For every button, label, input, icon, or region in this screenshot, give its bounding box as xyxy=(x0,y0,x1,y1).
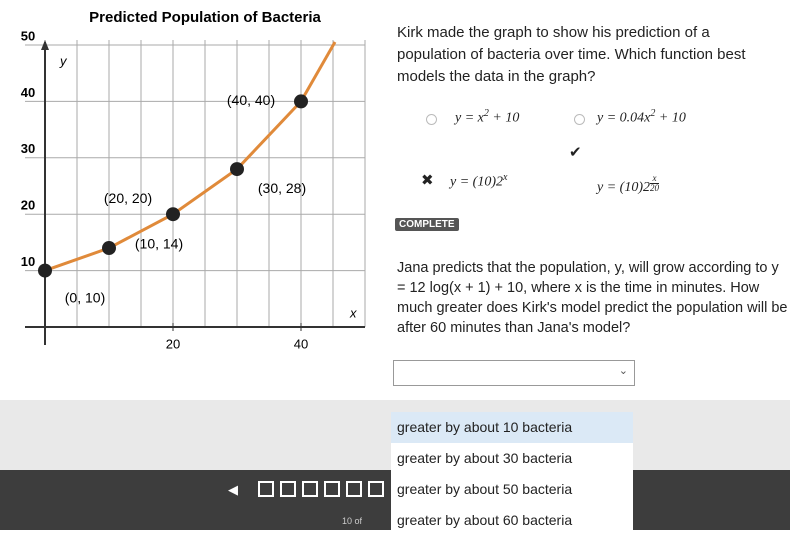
data-point xyxy=(102,241,116,256)
fraction-num: x xyxy=(650,174,659,184)
dropdown-list: greater by about 10 bacteria greater by a… xyxy=(391,412,633,530)
wrong-icon: ✖ xyxy=(421,172,434,189)
option-rest: + 10 xyxy=(488,110,520,126)
data-point xyxy=(38,263,52,278)
correct-icon: ✔ xyxy=(569,144,582,161)
option-text[interactable]: y = 0.04x2 + 10 xyxy=(597,108,686,127)
option-fraction: x 20 xyxy=(650,174,659,193)
dropdown[interactable]: ⌄ xyxy=(393,360,635,386)
point-label: (40, 40) xyxy=(227,92,275,108)
question-text: Jana predicts that the population, y, wi… xyxy=(397,260,788,336)
option-base: y = (10)2 xyxy=(450,174,503,190)
point-label: (0, 10) xyxy=(65,289,105,305)
graph-title: Predicted Population of Bacteria xyxy=(89,9,321,26)
radio[interactable] xyxy=(574,114,585,125)
y-tick-label: 50 xyxy=(21,28,35,43)
y-tick-label: 20 xyxy=(21,198,35,213)
x-axis-label: x xyxy=(349,305,357,320)
chevron: ⌄ xyxy=(618,365,628,377)
option-text[interactable]: y = (10)2 x 20 xyxy=(597,174,659,196)
option-text[interactable]: y = (10)2x xyxy=(450,172,507,191)
point-label: (30, 28) xyxy=(258,180,306,196)
data-point xyxy=(294,94,308,109)
nav-box[interactable] xyxy=(302,481,318,497)
option-base: y = (10)2 xyxy=(597,180,650,195)
nav-box[interactable] xyxy=(324,481,340,497)
option-exponent: x xyxy=(503,172,508,183)
fraction-den: 20 xyxy=(650,183,659,193)
question-text: Kirk made the graph to show his predicti… xyxy=(397,24,746,85)
y-arrow xyxy=(41,40,49,50)
graph: Predicted Population of Bacteria 10 20 30 4… xyxy=(21,9,366,351)
curve-extension xyxy=(299,41,337,103)
x-tick-label: 40 xyxy=(294,336,308,351)
option-text[interactable]: y = x2 + 10 xyxy=(455,108,519,127)
nav-box[interactable] xyxy=(280,481,296,497)
option-exponent: 2 xyxy=(650,108,656,119)
nav-box[interactable] xyxy=(346,481,362,497)
dropdown-option[interactable]: greater by about 60 bacteria xyxy=(397,512,573,528)
point-label: (20, 20) xyxy=(104,190,152,206)
dropdown-option[interactable]: greater by about 50 bacteria xyxy=(397,481,573,497)
y-axis-label: y xyxy=(59,53,68,68)
dropdown-option[interactable]: greater by about 30 bacteria xyxy=(397,450,573,466)
x-tick-label: 20 xyxy=(166,336,180,351)
dropdown-option[interactable]: greater by about 10 bacteria xyxy=(391,412,633,443)
nav-box[interactable] xyxy=(258,481,274,497)
nav-box[interactable] xyxy=(368,481,384,497)
y-tick-label: 10 xyxy=(21,254,35,269)
page-indicator: 10 of xyxy=(342,516,363,526)
y-tick-label: 30 xyxy=(21,141,35,156)
option-rest: + 10 xyxy=(655,110,686,126)
option-exponent: 2 xyxy=(483,108,489,119)
status-badge: COMPLETE xyxy=(395,218,459,231)
prev-arrow[interactable]: ◀ xyxy=(228,482,238,497)
point-label: (10, 14) xyxy=(135,236,183,252)
option-base: y = x xyxy=(455,110,484,126)
radio[interactable] xyxy=(426,114,437,125)
data-point xyxy=(230,162,244,177)
data-point xyxy=(166,207,180,222)
option-base: y = 0.04x xyxy=(597,110,651,126)
y-tick-label: 40 xyxy=(21,85,35,100)
